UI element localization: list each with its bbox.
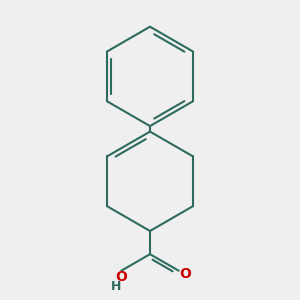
Text: O: O — [179, 267, 191, 281]
Text: H: H — [111, 280, 121, 293]
Text: O: O — [116, 270, 127, 284]
